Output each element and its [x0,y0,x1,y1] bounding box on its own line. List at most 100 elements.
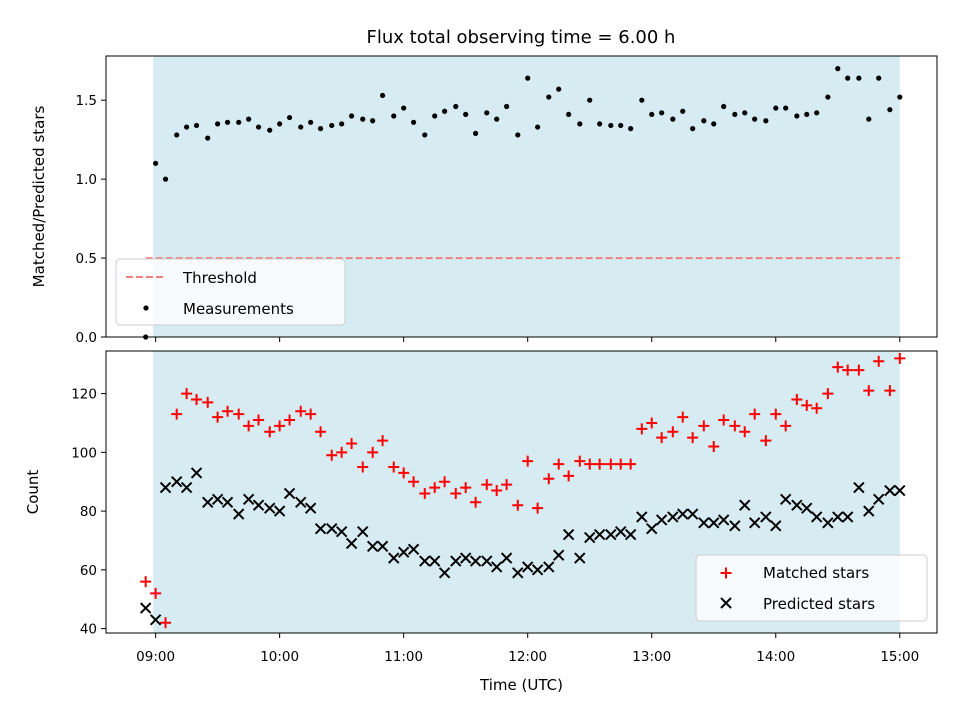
matched-star-point [460,482,472,494]
measurement-point [546,94,552,100]
measurement-point [453,103,459,110]
matched-star-point [625,458,637,470]
top-y-axis-label: Matched/Predicted stars [30,106,48,288]
ratio-panel: 0.0 0.5 1.0 1.5 Matched/Predicted stars Thr… [30,55,938,346]
matched-star-point [150,587,162,599]
predicted-star-point [397,546,410,558]
measurement-point [277,121,283,127]
predicted-star-point [407,543,420,555]
predicted-star-point [201,496,214,508]
legend-box [115,258,346,326]
measurement-point [814,110,820,116]
predicted-star-point [770,520,782,532]
matched-star-point [357,461,369,473]
predicted-star-point [180,481,193,494]
measurement-point [897,94,903,100]
matched-star-point [429,482,441,494]
predicted-star-point [779,493,792,506]
matched-star-point [439,476,451,488]
matched-star-point [191,393,203,405]
matched-star-point [419,487,431,499]
predicted-star-point [159,481,172,494]
matched-star-point [264,426,276,438]
predicted-star-point [190,467,203,479]
matched-star-point [636,423,648,435]
measurement-points [143,66,903,340]
measurement-point [680,108,686,114]
matched-star-point [863,385,875,397]
predicted-star-point [801,502,813,514]
measurement-point [184,124,190,130]
x-tick-label: 14:00 [756,649,795,665]
measurement-point [401,105,407,111]
y-tick-label: 0.0 [76,330,97,346]
matched-star-point [398,467,410,479]
predicted-star-point [149,614,162,626]
matched-star-point [171,408,183,420]
matched-star-point [656,432,668,444]
matched-star-point [791,393,803,405]
predicted-star-point [170,476,183,488]
y-tick-label: 60 [80,563,97,579]
measurement-point [628,126,634,132]
legend-box [695,554,928,622]
matched-star-point [512,499,524,511]
matched-star-point [770,408,782,420]
measurement-point [566,111,572,118]
top-legend: Threshold Measurements [115,258,346,326]
matched-star-point [780,420,792,432]
measurement-point [317,126,324,132]
predicted-star-point [314,523,327,535]
measurement-point [742,110,748,116]
measurement-point [504,103,510,110]
x-tick-label: 13:00 [632,649,671,665]
matched-star-point [222,405,234,417]
predicted-star-point [686,508,699,520]
matched-star-point [708,440,720,452]
matched-star-point [346,438,358,450]
matched-star-point [615,458,627,470]
measurement-point [732,111,738,118]
predicted-star-point [304,502,317,514]
measurement-point [597,121,603,127]
predicted-star-point [729,520,741,532]
measurement-point [804,111,810,118]
measurement-point [162,176,169,182]
matched-star-point [367,446,379,458]
predicted-star-point [543,561,555,573]
x-tick-label: 12:00 [508,649,547,665]
predicted-star-point [894,484,906,497]
matched-star-point [481,479,493,491]
matched-star-point [811,402,823,414]
matched-star-point [377,435,389,447]
bottom-x-ticks: 09:00 10:00 11:00 12:00 13:00 14:00 15:00 [136,633,919,665]
predicted-star-point [242,493,255,506]
measurement-point [246,116,252,122]
measurement-point [701,118,707,124]
matched-star-point [274,420,286,432]
count-panel: 40 60 80 100 120 09:00 10:00 11:00 12:00 13:00 14… [24,350,938,694]
matched-star-point [470,496,482,508]
predicted-star-point [469,555,482,567]
matched-star-point [594,458,606,470]
measurement-point [348,113,355,119]
predicted-star-point [500,552,513,564]
measurement-point [286,114,293,121]
measurement-point [515,132,521,138]
measurement-point [659,110,665,116]
predicted-star-point [698,517,710,529]
predicted-star-point [233,508,245,520]
measurement-point [752,116,758,122]
predicted-star-point [419,555,431,567]
measurement-point [587,97,593,103]
matched-star-point [749,408,761,420]
matched-star-point [853,364,865,376]
measurement-point [783,105,789,111]
matched-star-point [667,426,679,438]
top-x-ticks [155,337,901,342]
predicted-star-point [884,484,896,497]
measurement-point [193,122,200,129]
measurement-point [670,116,676,122]
measurement-point [494,116,500,122]
predicted-star-point [388,552,400,564]
